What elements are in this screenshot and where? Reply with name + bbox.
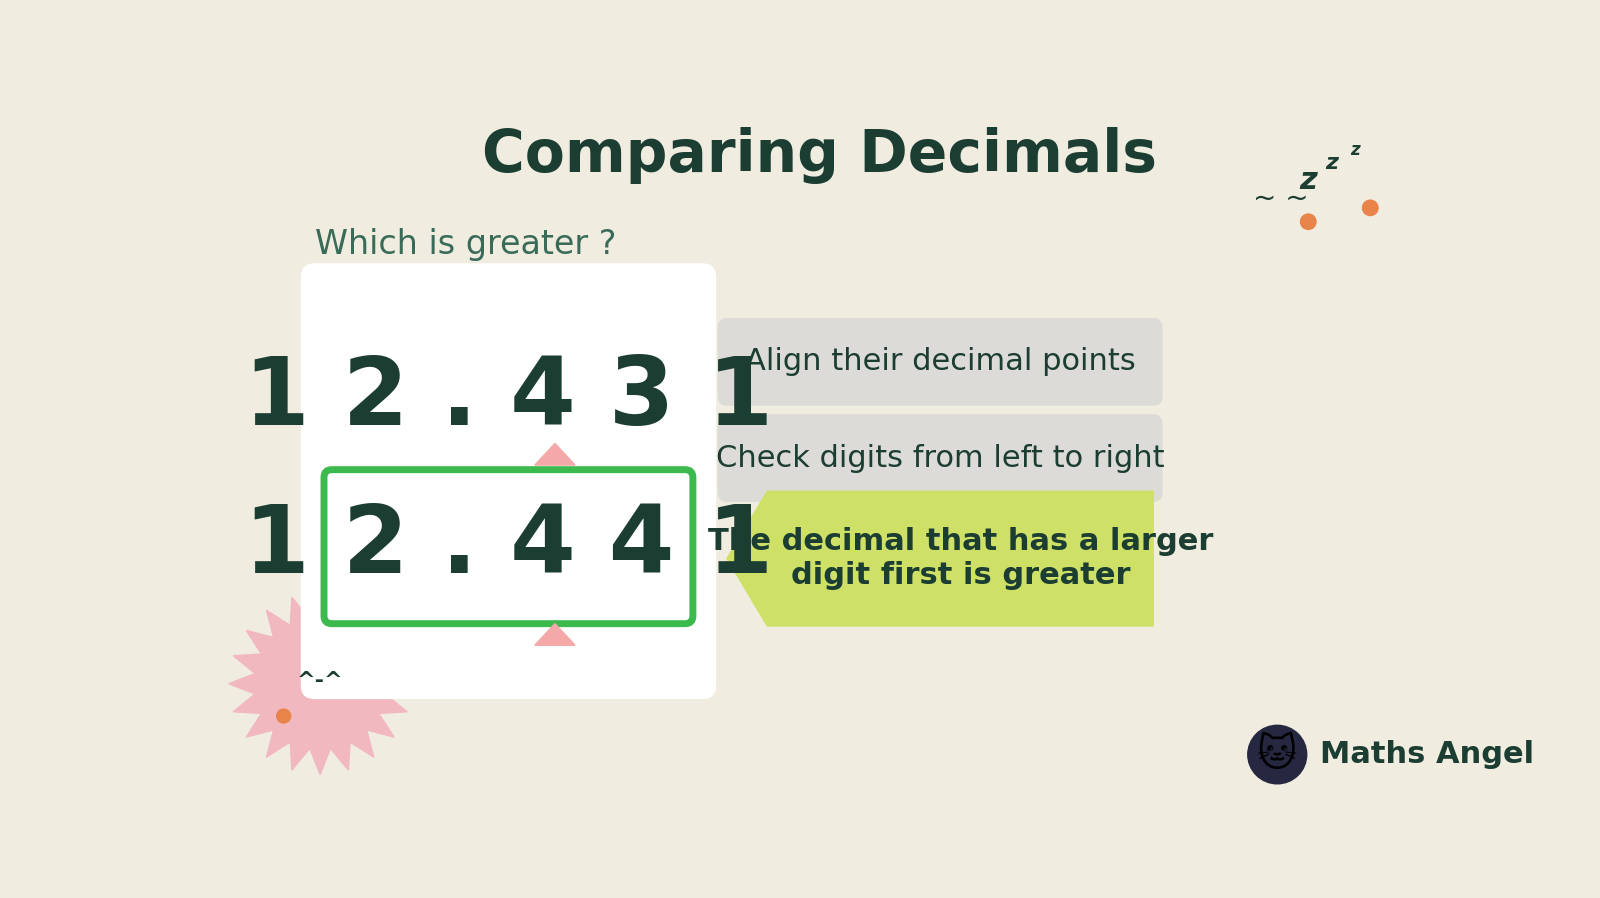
Text: z: z <box>1350 141 1360 159</box>
Text: 1 2 . 4 4 1: 1 2 . 4 4 1 <box>243 501 773 593</box>
Text: z: z <box>1299 166 1317 196</box>
Text: ~ ~: ~ ~ <box>1253 185 1309 213</box>
Text: 🐱: 🐱 <box>1258 735 1298 773</box>
Wedge shape <box>1238 0 1440 108</box>
Polygon shape <box>534 623 574 646</box>
Circle shape <box>1363 200 1378 216</box>
FancyBboxPatch shape <box>323 470 693 623</box>
Text: Align their decimal points: Align their decimal points <box>744 348 1136 376</box>
Circle shape <box>277 709 291 723</box>
Text: Which is greater ?: Which is greater ? <box>315 228 616 261</box>
Text: The decimal that has a larger
digit first is greater: The decimal that has a larger digit firs… <box>707 527 1213 590</box>
Text: Maths Angel: Maths Angel <box>1320 740 1534 769</box>
Polygon shape <box>229 593 411 775</box>
Text: Check digits from left to right: Check digits from left to right <box>715 444 1165 472</box>
FancyBboxPatch shape <box>718 318 1163 406</box>
Text: 1 2 . 4 3 1: 1 2 . 4 3 1 <box>243 353 773 445</box>
Text: Comparing Decimals: Comparing Decimals <box>483 127 1157 184</box>
Text: ^-^: ^-^ <box>298 672 344 691</box>
Polygon shape <box>534 444 574 465</box>
FancyBboxPatch shape <box>718 414 1163 502</box>
Circle shape <box>1248 726 1307 784</box>
Circle shape <box>1301 214 1315 229</box>
Polygon shape <box>726 491 1154 626</box>
Text: z: z <box>1325 154 1338 173</box>
FancyBboxPatch shape <box>301 263 717 700</box>
